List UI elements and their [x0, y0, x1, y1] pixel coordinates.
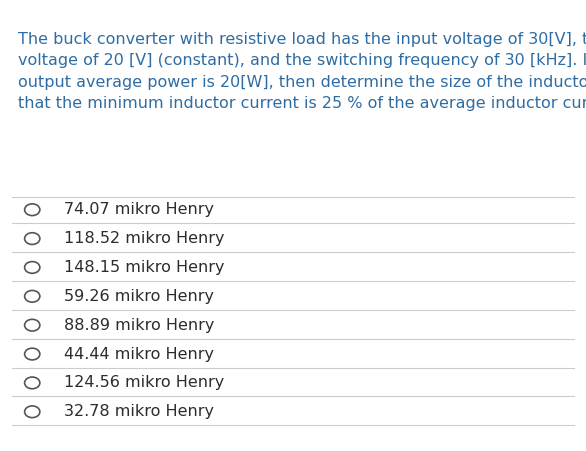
Text: 32.78 mikro Henry: 32.78 mikro Henry — [64, 404, 214, 419]
Text: 44.44 mikro Henry: 44.44 mikro Henry — [64, 346, 214, 362]
Text: 124.56 mikro Henry: 124.56 mikro Henry — [64, 375, 224, 391]
Text: 74.07 mikro Henry: 74.07 mikro Henry — [64, 202, 214, 217]
Text: The buck converter with resistive load has the input voltage of 30[V], the outpu: The buck converter with resistive load h… — [18, 32, 586, 111]
Text: 59.26 mikro Henry: 59.26 mikro Henry — [64, 289, 214, 304]
Text: 148.15 mikro Henry: 148.15 mikro Henry — [64, 260, 225, 275]
Text: 118.52 mikro Henry: 118.52 mikro Henry — [64, 231, 225, 246]
Text: 88.89 mikro Henry: 88.89 mikro Henry — [64, 318, 215, 333]
